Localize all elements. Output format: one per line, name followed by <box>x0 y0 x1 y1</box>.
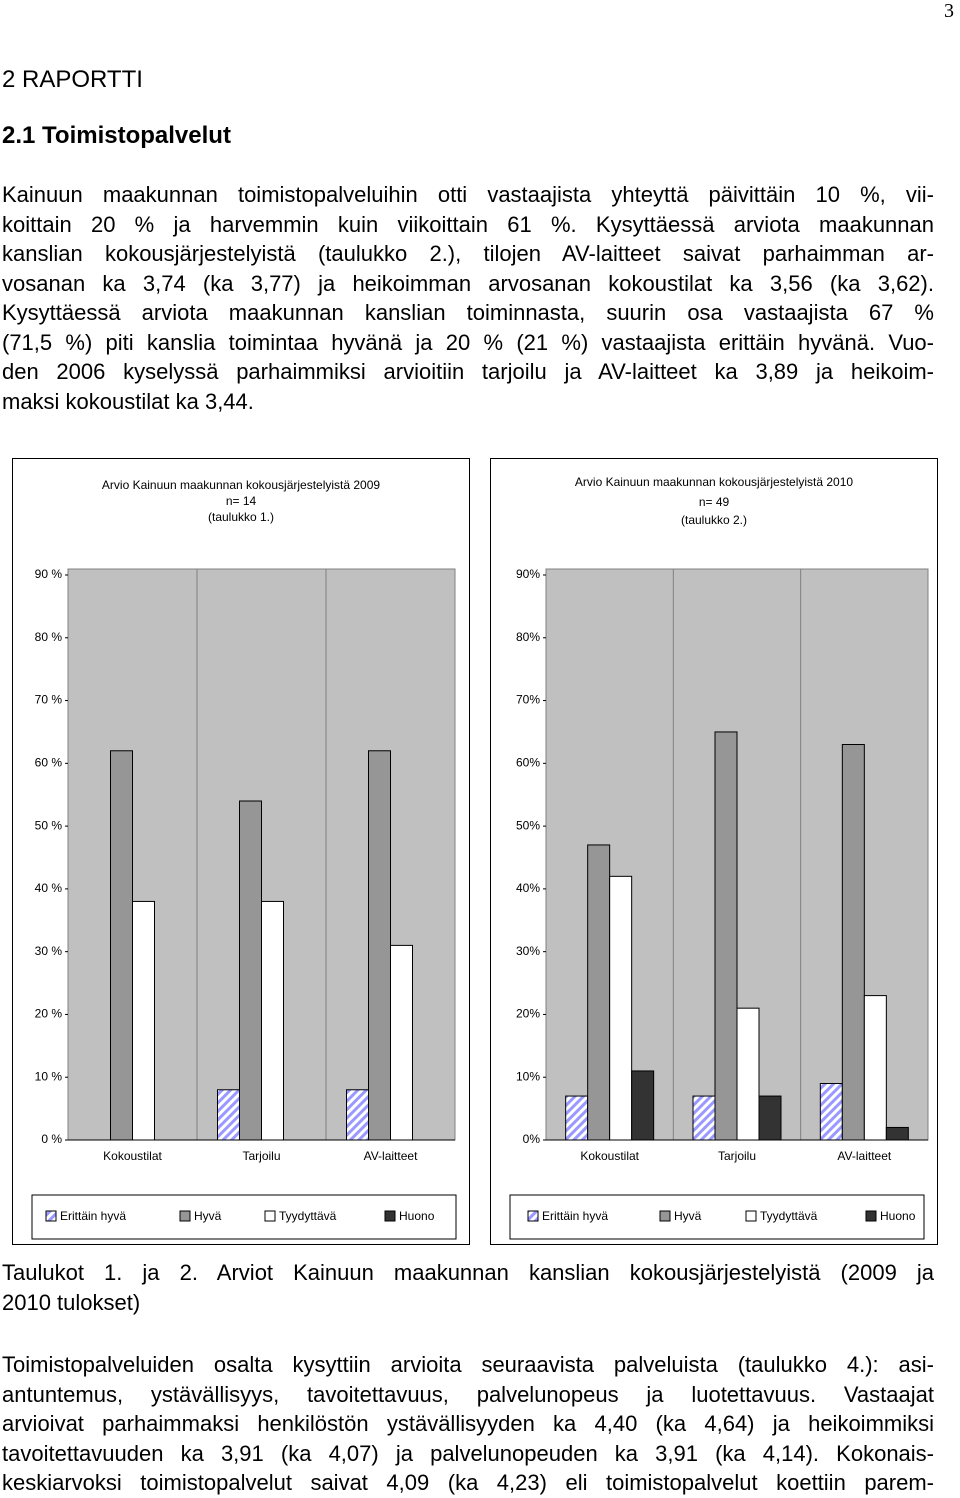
chart-subtitle: n= 14 <box>226 494 257 508</box>
chart-subtitle: (taulukko 1.) <box>208 510 274 524</box>
text-line: tavoitettavuuden ka 3,91 (ka 4,07) ja pa… <box>2 1440 934 1466</box>
legend-box <box>509 1194 925 1240</box>
text-line: antuntemus, ystävällisyys, tavoitettavuu… <box>2 1381 934 1407</box>
bar <box>841 744 865 1141</box>
y-tick-label: 30 % <box>35 944 63 958</box>
legend-label: Hyvä <box>674 1209 702 1223</box>
heading: 2 RAPORTTI <box>2 66 143 93</box>
x-tick-label: Kokoustilat <box>103 1149 162 1163</box>
text-line: Toimistopalveluiden osalta kysyttiin arv… <box>2 1352 934 1377</box>
legend-label: Huono <box>399 1209 435 1223</box>
text-line: Kainuun maakunnan toimistopalveluihin ot… <box>2 182 934 207</box>
y-tick-label: 40 % <box>35 881 63 895</box>
legend-swatch <box>384 1210 396 1222</box>
bar <box>736 1007 760 1141</box>
text-line: kanslian kokousjärjestelyistä (taulukko … <box>2 241 934 266</box>
y-tick-label: 10% <box>516 1069 540 1083</box>
y-tick-label: 70 % <box>35 693 63 707</box>
bar <box>819 1083 843 1141</box>
text-line: Kysyttäessä arviota maakunnan kanslian t… <box>2 300 934 325</box>
bar <box>863 995 887 1141</box>
bar <box>885 1126 909 1141</box>
legend-label: Tyydyttävä <box>279 1209 337 1223</box>
chart: Arvio Kainuun maakunnan kokousjärjestely… <box>12 458 470 1245</box>
bar <box>692 1095 716 1141</box>
bar <box>368 750 391 1141</box>
y-tick-label: 50 % <box>35 818 63 832</box>
text-line: koittain 20 % ja harvemmin kuin viikoitt… <box>2 211 934 237</box>
legend-swatch <box>45 1210 57 1222</box>
x-tick-label: Kokoustilat <box>580 1149 639 1163</box>
legend-swatch <box>745 1210 757 1222</box>
y-tick-label: 20% <box>516 1007 540 1021</box>
legend-label: Tyydyttävä <box>760 1209 818 1223</box>
chart-title: Arvio Kainuun maakunnan kokousjärjestely… <box>102 478 380 492</box>
y-tick-label: 40% <box>516 881 540 895</box>
text-line: maksi kokoustilat ka 3,44. <box>2 388 254 414</box>
legend-label: Hyvä <box>194 1209 222 1223</box>
legend-swatch <box>527 1210 539 1222</box>
text-line: 2010 tulokset) <box>2 1289 141 1315</box>
x-tick-label: Tarjoilu <box>718 1149 756 1163</box>
bar <box>609 875 633 1141</box>
y-tick-label: 60% <box>516 756 540 770</box>
y-tick-label: 0% <box>523 1132 541 1146</box>
y-tick-label: 80% <box>516 630 540 644</box>
y-tick-label: 10 % <box>35 1069 63 1083</box>
page-number: 3 <box>944 0 954 22</box>
y-tick-label: 90% <box>516 567 540 581</box>
x-tick-label: Tarjoilu <box>242 1149 280 1163</box>
chart-subtitle: (taulukko 2.) <box>681 513 747 527</box>
bar <box>346 1089 369 1141</box>
bar <box>132 900 155 1141</box>
text-line: (71,5 %) piti kanslia toimintaa hyvänä j… <box>2 329 934 355</box>
bar <box>390 944 413 1141</box>
x-tick-label: AV-laitteet <box>364 1149 418 1163</box>
text-line: den 2006 kyselyssä parhaimmiksi arvioiti… <box>2 359 934 384</box>
legend-swatch <box>179 1210 191 1222</box>
y-tick-label: 60 % <box>35 756 63 770</box>
bar <box>565 1095 589 1141</box>
y-tick-label: 20 % <box>35 1007 63 1021</box>
y-tick-label: 0 % <box>41 1132 62 1146</box>
text-line: arvioivat parhaimmaksi henkilöstön ystäv… <box>2 1411 934 1436</box>
legend-swatch <box>659 1210 671 1222</box>
y-tick-label: 70% <box>516 693 540 707</box>
legend-swatch <box>865 1210 877 1222</box>
text-line: Taulukot 1. ja 2. Arviot Kainuun maakunn… <box>2 1260 934 1285</box>
bar <box>587 844 611 1141</box>
legend-swatch <box>264 1210 276 1222</box>
bar <box>239 800 262 1141</box>
y-tick-label: 90 % <box>35 567 63 581</box>
legend-label: Erittäin hyvä <box>60 1209 126 1223</box>
legend-label: Huono <box>880 1209 916 1223</box>
chart-title: Arvio Kainuun maakunnan kokousjärjestely… <box>575 475 853 489</box>
bar <box>631 1070 655 1141</box>
bar <box>714 731 738 1141</box>
y-tick-label: 50% <box>516 818 540 832</box>
bar <box>758 1095 782 1141</box>
bar <box>110 750 133 1141</box>
bar <box>217 1089 240 1141</box>
y-tick-label: 30% <box>516 944 540 958</box>
x-tick-label: AV-laitteet <box>837 1149 891 1163</box>
bar <box>261 900 284 1141</box>
y-tick-label: 80 % <box>35 630 63 644</box>
text-line: vosanan ka 3,74 (ka 3,77) ja heikoimman … <box>2 270 934 296</box>
subheading: 2.1 Toimistopalvelut <box>2 122 231 149</box>
legend-label: Erittäin hyvä <box>542 1209 608 1223</box>
chart: Arvio Kainuun maakunnan kokousjärjestely… <box>490 458 938 1245</box>
text-line: keskiarvoksi toimistopalvelut saivat 4,0… <box>2 1470 934 1495</box>
chart-subtitle: n= 49 <box>699 495 730 509</box>
